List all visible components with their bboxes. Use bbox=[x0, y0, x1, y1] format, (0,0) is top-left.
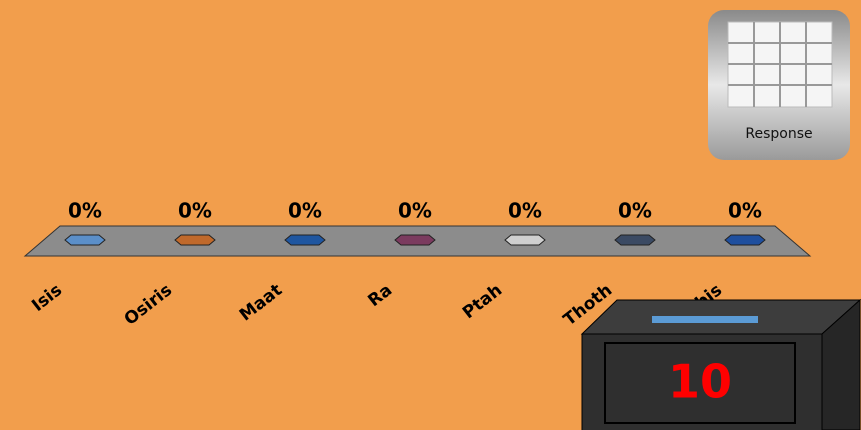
value-label: 0% bbox=[288, 199, 322, 223]
grid-icon-lines bbox=[728, 22, 832, 107]
bar bbox=[284, 234, 326, 246]
x-tick-label: Ra bbox=[364, 280, 396, 311]
button-label[interactable]: Response bbox=[745, 126, 812, 142]
x-tick-label: Isis bbox=[28, 280, 66, 316]
value-label: 0% bbox=[618, 199, 652, 223]
bar bbox=[174, 234, 216, 246]
x-tick-label: Maat bbox=[236, 280, 286, 325]
x-tick-label: Ptah bbox=[459, 280, 506, 323]
timer-slot bbox=[652, 316, 758, 323]
bar bbox=[64, 234, 106, 246]
timer-value: 10 bbox=[668, 355, 732, 409]
value-label: 0% bbox=[68, 199, 102, 223]
x-tick-label: Osiris bbox=[121, 280, 176, 329]
response-button[interactable]: Response bbox=[708, 10, 850, 160]
countdown-timer: 10 bbox=[580, 298, 861, 430]
bar bbox=[504, 234, 546, 246]
value-label: 0% bbox=[508, 199, 542, 223]
value-label: 0% bbox=[398, 199, 432, 223]
bar bbox=[394, 234, 436, 246]
value-label: 0% bbox=[178, 199, 212, 223]
value-label: 0% bbox=[728, 199, 762, 223]
timer-screen bbox=[604, 342, 796, 424]
bar bbox=[614, 234, 656, 246]
bar bbox=[724, 234, 766, 246]
